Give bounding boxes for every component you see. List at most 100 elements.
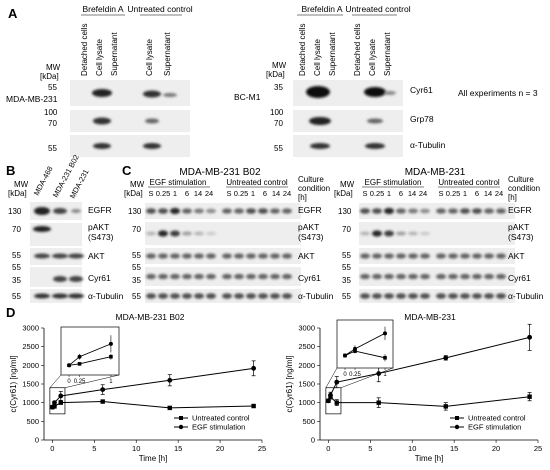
c-blot-band	[460, 293, 470, 299]
a-right-group2: Untreated control	[345, 4, 410, 14]
legend-label: EGF stimulation	[468, 423, 521, 432]
c-blot-band	[182, 253, 192, 259]
a-right-mw: MW	[272, 61, 287, 70]
c-blot-band	[258, 208, 268, 214]
inset-connector	[325, 367, 338, 388]
c-left-mw: MW	[130, 180, 145, 189]
c-blot-band	[496, 273, 506, 280]
c-blot-band	[206, 253, 216, 259]
c-blot-band	[436, 208, 446, 214]
c-blot-band	[146, 293, 156, 299]
a-right-lane-6: Supernatant	[383, 32, 392, 76]
b-marker-2: 70	[12, 225, 21, 234]
c-left-t7: S	[226, 189, 231, 198]
c-blot-band	[270, 293, 280, 299]
c-blot-band	[448, 293, 458, 299]
data-point-square	[376, 400, 381, 405]
c-blot-band	[396, 208, 406, 214]
a-left-marker-2: 100	[44, 108, 58, 117]
b-protein-1: EGFR	[88, 205, 112, 215]
inset-connector	[49, 374, 62, 388]
c-blot-band	[408, 293, 418, 299]
b-protein-5: Cyr61	[88, 273, 111, 283]
inset-point-circle	[67, 363, 72, 368]
c-left-blots	[145, 203, 301, 303]
panel-letter-c: C	[122, 163, 132, 178]
c-right-marker-5: 35	[342, 276, 351, 285]
data-point-circle	[251, 365, 257, 371]
legend-marker-square	[455, 416, 459, 420]
inset-x-tick-label: 0.25	[349, 372, 361, 378]
inset-frame	[60, 326, 120, 376]
chart-title: MDA-MB-231	[404, 312, 456, 322]
b-marker-1: 130	[8, 207, 22, 216]
c-blot-band	[158, 253, 168, 259]
series-line-untreated	[327, 396, 530, 407]
c-right-marker-1: 130	[338, 207, 352, 216]
c-right-group2: Untreated control	[438, 178, 500, 187]
a-right-lane-4: Detached cells	[353, 24, 362, 76]
data-point-square	[58, 400, 63, 405]
inset-point-circle	[108, 341, 113, 346]
a-right-marker-2: 100	[270, 108, 284, 117]
c-left-culture3: [h]	[298, 193, 307, 202]
b-protein-6: α-Tubulin	[88, 291, 124, 301]
c-left-marker-3: 55	[132, 251, 141, 260]
c-left-marker-2: 70	[132, 225, 141, 234]
y-tick-label: 2000	[298, 361, 315, 370]
c-left-protein-5: Cyr61	[298, 273, 321, 283]
c-right-mw: MW	[340, 180, 355, 189]
y-tick-label: 1000	[298, 398, 315, 407]
c-blot-strip	[145, 222, 301, 245]
c-blot-band	[194, 231, 204, 236]
y-tick-label: 500	[302, 417, 315, 426]
c-blot-band	[460, 208, 470, 214]
c-right-marker-3: 55	[342, 251, 351, 260]
c-blot-band	[182, 293, 192, 299]
data-point-circle	[100, 387, 106, 392]
zoom-box	[49, 387, 66, 415]
c-blot-band	[270, 253, 280, 259]
y-tick-label: 3000	[22, 324, 39, 333]
a-left-blot-grp78	[70, 110, 190, 132]
c-left-time-labels: S 0.25 1 6 14 24 S 0.25 1 6 14 24	[148, 189, 291, 198]
x-axis-label: Time [h]	[415, 454, 444, 463]
a-right-mw-unit: [kDa]	[266, 70, 285, 79]
a-right-group1: Brefeldin A	[301, 4, 342, 14]
a-left-mw-unit: [kDa]	[40, 72, 59, 81]
c-blot-band	[384, 230, 394, 237]
c-right-protein-1: EGFR	[508, 205, 532, 215]
c-blot-band	[206, 231, 216, 236]
c-blot-band	[270, 208, 280, 214]
c-blot-band	[282, 253, 292, 259]
c-blot-band	[206, 293, 216, 299]
c-blot-band	[484, 273, 494, 280]
c-blot-band	[182, 231, 192, 236]
c-left-marker-1: 130	[128, 207, 142, 216]
c-left-t8: 0.25	[234, 189, 249, 198]
c-left-protein-2: pAKT	[298, 222, 319, 232]
c-blot-band	[170, 207, 180, 215]
c-left-t9: 1	[251, 189, 255, 198]
b-marker-4: 55	[12, 263, 21, 272]
legend-marker-circle	[454, 424, 460, 430]
series-line-untreated	[52, 401, 254, 409]
c-right-protein-6: α-Tubulin	[508, 291, 544, 301]
b-marker-5: 35	[12, 276, 21, 285]
legend-label: Untreated control	[192, 414, 250, 423]
inset-point-circle	[383, 331, 387, 336]
c-right-t4: 6	[399, 189, 403, 198]
c-blot-band	[384, 273, 394, 280]
legend-label: EGF stimulation	[192, 423, 245, 432]
data-point-square	[167, 405, 172, 411]
c-blot-band	[194, 208, 204, 214]
y-tick-label: 1500	[22, 380, 39, 389]
x-tick-label: 15	[450, 444, 458, 453]
panel-letter-a: A	[8, 6, 18, 21]
c-blot-band	[246, 208, 256, 214]
zoom-box	[325, 387, 342, 415]
c-blot-band	[472, 273, 482, 280]
a-left-group1: Brefeldin A	[82, 4, 123, 14]
a-right-marker-3: 70	[274, 119, 283, 128]
